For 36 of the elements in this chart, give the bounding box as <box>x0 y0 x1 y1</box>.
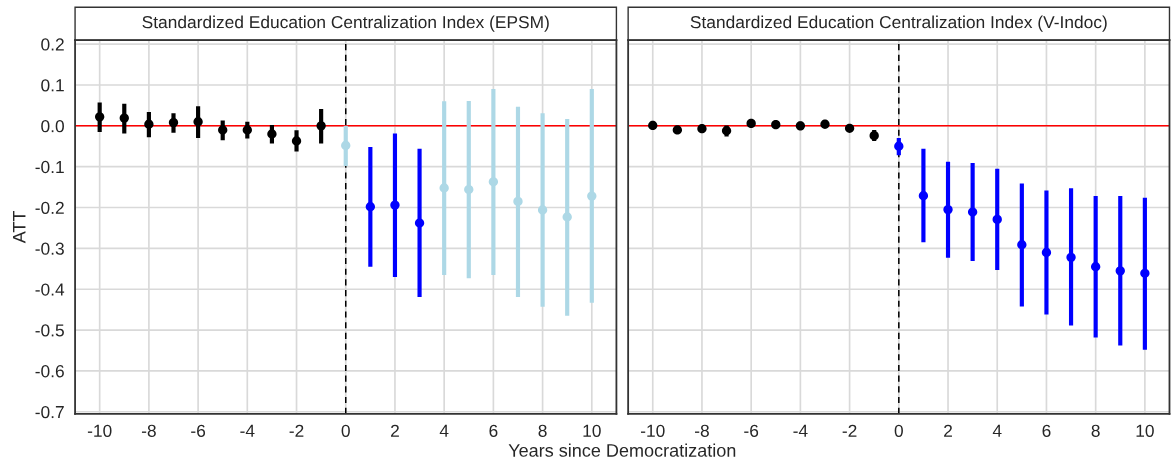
y-tick-label: 0.2 <box>41 38 64 51</box>
y-tick-label: -0.6 <box>35 365 64 378</box>
x-tick-label: 0 <box>341 424 350 437</box>
x-tick-label: 6 <box>489 424 498 437</box>
y-tick-label: -0.5 <box>35 324 64 337</box>
x-tick-label: 8 <box>538 424 547 437</box>
x-tick-label: -4 <box>793 424 808 437</box>
x-tick-label: 10 <box>583 424 601 437</box>
y-tick-label: -0.3 <box>35 242 64 255</box>
x-tick-label: -8 <box>695 424 709 437</box>
x-tick-label: -2 <box>289 424 304 437</box>
x-tick-label: 4 <box>992 424 1002 437</box>
y-tick-label: -0.2 <box>35 201 64 214</box>
x-tick-label: 6 <box>1042 424 1051 437</box>
x-tick-label: -10 <box>87 424 112 437</box>
x-tick-label: -2 <box>842 424 857 437</box>
chart-title: Standardized Education Centralization Index (V-Indoc) <box>690 15 1107 32</box>
chart-title: Standardized Education Centralization Index (EPSM) <box>142 15 549 32</box>
x-tick-label: 2 <box>391 424 399 437</box>
x-tick-label: 0 <box>894 424 903 437</box>
x-tick-label: 2 <box>944 424 952 437</box>
x-tick-label: -6 <box>191 424 206 437</box>
y-axis-title: ATT <box>13 210 26 244</box>
y-tick-label: -0.1 <box>35 160 64 174</box>
x-axis-title: Years since Democratization <box>508 443 736 457</box>
x-tick-label: -10 <box>640 424 665 437</box>
x-tick-label: 4 <box>439 424 449 437</box>
x-tick-label: -8 <box>141 424 156 437</box>
x-tick-label: 10 <box>1136 424 1154 437</box>
y-tick-label: 0.0 <box>41 120 64 133</box>
x-tick-label: 8 <box>1091 424 1100 437</box>
y-tick-label: -0.4 <box>35 283 65 296</box>
y-tick-label: -0.7 <box>35 405 64 419</box>
y-tick-label: 0.1 <box>41 79 64 92</box>
x-tick-label: -6 <box>744 424 759 437</box>
x-tick-label: -4 <box>240 424 255 437</box>
